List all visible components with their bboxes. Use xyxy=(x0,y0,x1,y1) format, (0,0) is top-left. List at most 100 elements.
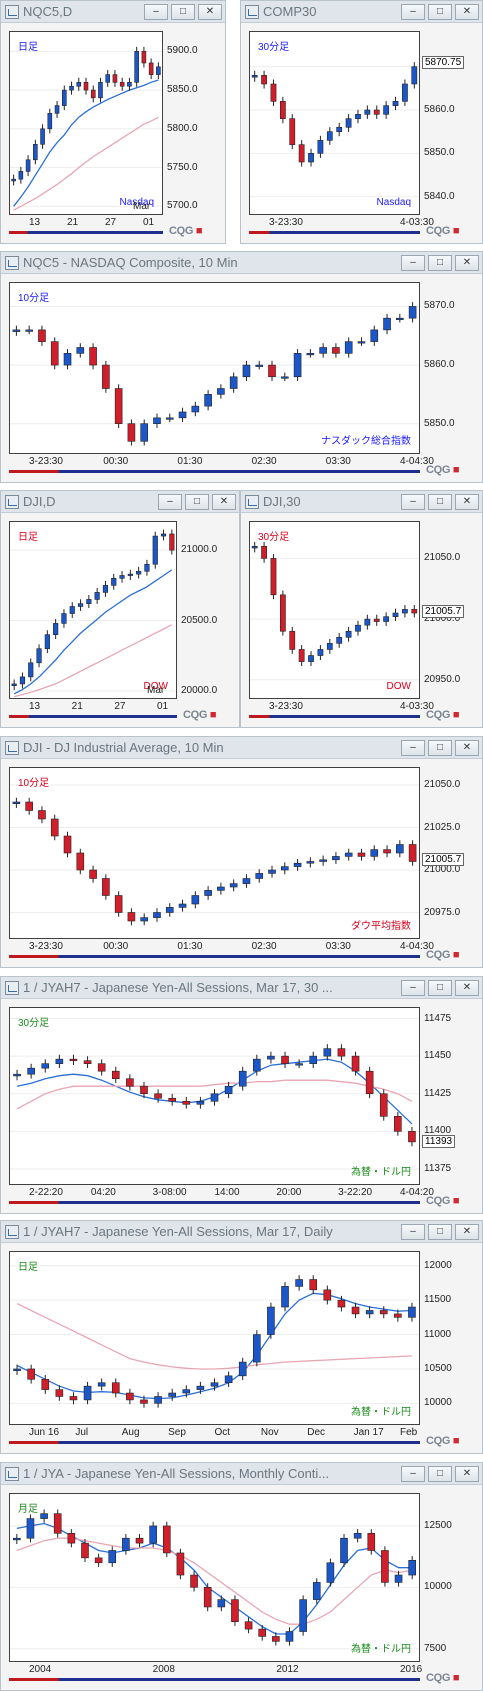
minimize-button[interactable]: – xyxy=(144,3,168,20)
session-bar xyxy=(9,231,163,234)
maximize-button[interactable]: □ xyxy=(428,493,452,510)
chart-window-icon[interactable] xyxy=(245,494,259,509)
candle xyxy=(408,1131,416,1143)
candle xyxy=(370,329,379,342)
minimize-button[interactable]: – xyxy=(401,254,425,271)
close-button[interactable]: ✕ xyxy=(212,493,236,510)
candle xyxy=(25,801,33,811)
close-button[interactable]: ✕ xyxy=(455,1223,479,1240)
candle xyxy=(111,1382,120,1394)
window-controls: – □ ✕ xyxy=(401,3,479,20)
candle xyxy=(289,118,296,145)
chart-window-icon[interactable] xyxy=(5,255,19,270)
maximize-button[interactable]: □ xyxy=(428,979,452,996)
chart-window-icon[interactable] xyxy=(5,4,19,19)
x-axis-tick: 13 xyxy=(29,217,41,228)
candle xyxy=(102,878,110,896)
y-axis-tick: 7500 xyxy=(424,1642,447,1654)
plot-area[interactable]: 10分足 ダウ平均指数 xyxy=(9,767,420,939)
close-button[interactable]: ✕ xyxy=(455,739,479,756)
candle xyxy=(392,612,399,617)
candle xyxy=(379,1093,388,1117)
maximize-button[interactable]: □ xyxy=(428,254,452,271)
plot-area[interactable]: 30分足 為替・ドル円 xyxy=(9,1007,420,1185)
plot-area[interactable]: 日足 Nasdaq xyxy=(9,31,163,215)
window-controls: – □ ✕ xyxy=(401,739,479,756)
maximize-button[interactable]: □ xyxy=(428,1465,452,1482)
candle xyxy=(61,613,67,624)
x-axis-tick: 2012 xyxy=(276,1664,299,1675)
chart-window-icon[interactable] xyxy=(5,980,19,995)
candle xyxy=(111,1070,120,1080)
window-title: DJI,D xyxy=(23,494,56,509)
y-axis-tick: 21050.0 xyxy=(424,779,461,790)
chart-window-icon[interactable] xyxy=(5,740,19,755)
index-label: ナスダック総合指数 xyxy=(321,436,411,447)
maximize-button[interactable]: □ xyxy=(171,3,195,20)
minimize-button[interactable]: – xyxy=(401,3,425,20)
title-bar: 1 / JYAH7 - Japanese Yen-All Sessions, M… xyxy=(1,1221,482,1243)
maximize-button[interactable]: □ xyxy=(428,739,452,756)
candle xyxy=(122,1537,130,1551)
candle xyxy=(345,118,352,128)
plot-area[interactable]: 10分足 ナスダック総合指数 xyxy=(9,282,420,454)
maximize-button[interactable]: □ xyxy=(185,493,209,510)
maximize-button[interactable]: □ xyxy=(428,1223,452,1240)
candle xyxy=(112,74,118,83)
y-axis-tick: 5860.0 xyxy=(424,104,455,115)
ma-line-ma-fast xyxy=(13,79,159,207)
close-button[interactable]: ✕ xyxy=(198,3,222,20)
x-axis-sublabel: Mar xyxy=(147,685,165,696)
close-button[interactable]: ✕ xyxy=(455,3,479,20)
candle xyxy=(394,1116,402,1132)
chart-window-w8: 1 / JYAH7 - Japanese Yen-All Sessions, M… xyxy=(0,1220,483,1454)
close-button[interactable]: ✕ xyxy=(455,493,479,510)
candle xyxy=(53,1513,62,1534)
cqg-logo-mark: ■ xyxy=(450,1195,460,1207)
candle xyxy=(309,1055,318,1064)
plot-area[interactable]: 30分足 Nasdaq xyxy=(249,31,420,215)
cqg-logo-text: CQG xyxy=(426,949,451,961)
chart-window-icon[interactable] xyxy=(245,4,259,19)
plot-area[interactable]: 30分足 DOW xyxy=(249,521,420,699)
plot-area[interactable]: 日足 DOW xyxy=(9,521,177,699)
maximize-button[interactable]: □ xyxy=(428,3,452,20)
candle xyxy=(396,317,404,320)
close-button[interactable]: ✕ xyxy=(455,254,479,271)
y-axis-tick: 11375 xyxy=(424,1162,452,1174)
y-axis-tick: 5870.0 xyxy=(424,300,455,312)
minimize-button[interactable]: – xyxy=(158,493,182,510)
close-button[interactable]: ✕ xyxy=(455,1465,479,1482)
candle xyxy=(55,1389,64,1397)
candle xyxy=(165,417,174,420)
minimize-button[interactable]: – xyxy=(401,1223,425,1240)
candle xyxy=(40,1513,48,1519)
candle xyxy=(69,606,75,614)
candle xyxy=(312,1582,321,1600)
chart-timeframe-label: 30分足 xyxy=(258,42,290,53)
minimize-button[interactable]: – xyxy=(401,1465,425,1482)
candle xyxy=(153,912,161,918)
chart-window-icon[interactable] xyxy=(5,1466,19,1481)
candle xyxy=(253,1058,261,1072)
cqg-logo-text: CQG xyxy=(426,1195,451,1207)
candle xyxy=(12,329,21,332)
chart-window-icon[interactable] xyxy=(5,494,19,509)
plot-area[interactable]: 月足 為替・ドル円 xyxy=(9,1493,420,1662)
window-controls: – □ ✕ xyxy=(401,1465,479,1482)
chart-window-icon[interactable] xyxy=(5,1224,19,1239)
chart-svg xyxy=(250,62,419,198)
candle xyxy=(251,545,258,549)
plot-area[interactable]: 日足 為替・ドル円 xyxy=(9,1251,420,1425)
last-price-marker: 21005.7 xyxy=(422,853,465,867)
y-axis-tick: 20950.0 xyxy=(424,673,461,685)
minimize-button[interactable]: – xyxy=(401,979,425,996)
minimize-button[interactable]: – xyxy=(401,739,425,756)
close-button[interactable]: ✕ xyxy=(455,979,479,996)
candle xyxy=(319,859,327,862)
y-axis-tick: 12000 xyxy=(424,1259,452,1271)
chart-svg xyxy=(10,1018,419,1170)
candle xyxy=(299,1599,307,1632)
chart-window-w5: DJI,30 – □ ✕ 30分足 DOW 21050.0 21000.0 20950.0 210… xyxy=(240,490,483,728)
minimize-button[interactable]: – xyxy=(401,493,425,510)
